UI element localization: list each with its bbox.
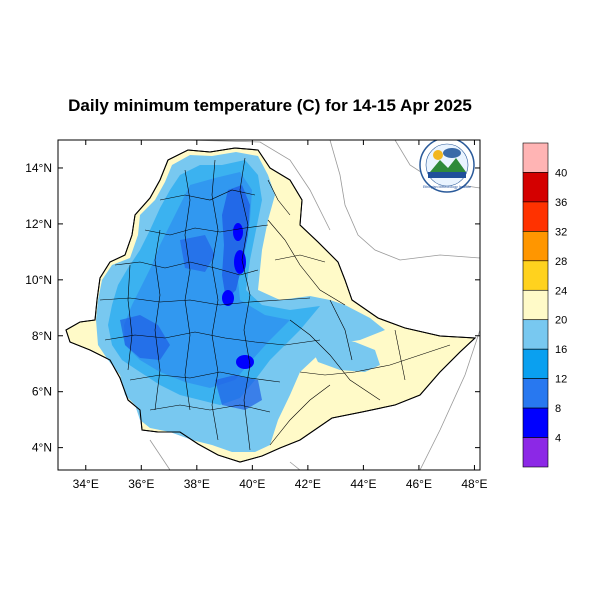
colorbar-swatch — [522, 407, 549, 438]
x-tick-label: 46°E — [406, 477, 432, 491]
colorbar-swatch — [522, 172, 549, 203]
colorbar-label: 12 — [555, 374, 567, 386]
colorbar-label: 28 — [555, 256, 567, 268]
x-tick-label: 34°E — [73, 477, 99, 491]
somalia-coast — [419, 329, 480, 470]
colorbar-label: 20 — [555, 315, 567, 327]
colorbar-label: 4 — [555, 433, 561, 445]
colorbar-label: 8 — [555, 403, 561, 415]
region-temp-4-8-lake — [233, 223, 243, 241]
colorbar-swatch — [522, 437, 549, 468]
colorbar: 40 36 32 28 24 20 16 12 8 4 — [522, 142, 567, 468]
colorbar-swatch — [522, 260, 549, 291]
x-tick-label: 44°E — [350, 477, 376, 491]
ethiopia-outline — [65, 147, 477, 463]
colorbar-label: 16 — [555, 344, 567, 356]
region-temp-4-8-bale — [236, 355, 254, 369]
x-tick-label: 38°E — [184, 477, 210, 491]
x-tick-label: 36°E — [128, 477, 154, 491]
y-tick-label: 10°N — [25, 273, 52, 287]
colorbar-swatch — [522, 319, 549, 350]
y-tick-label: 6°N — [32, 385, 52, 399]
x-tick-label: 40°E — [239, 477, 265, 491]
colorbar-swatch — [522, 201, 549, 232]
x-tick-label: 42°E — [295, 477, 321, 491]
colorbar-swatch — [522, 348, 549, 379]
colorbar-swatch — [522, 289, 549, 321]
y-tick-label: 12°N — [25, 217, 52, 231]
y-tick-label: 4°N — [32, 441, 52, 455]
region-temp-16-20-east — [310, 338, 380, 372]
meteorology-logo: Ethiopian Meteorology Institute — [419, 140, 475, 193]
map-title: Daily minimum temperature (C) for 14-15 … — [68, 96, 472, 115]
kenya-border — [149, 439, 301, 470]
neighbor-border-eritrea — [184, 140, 331, 231]
region-temp-4-8-addis — [222, 290, 234, 306]
logo-caption: Ethiopian Meteorology Institute — [423, 185, 471, 189]
region-temp-8-12-north — [222, 185, 250, 300]
x-tick-label: 48°E — [461, 477, 487, 491]
colorbar-label: 32 — [555, 226, 567, 238]
y-tick-label: 8°N — [32, 329, 52, 343]
colorbar-swatch — [522, 231, 549, 262]
axis-ticks: 34°E 36°E 38°E 40°E 42°E 44°E 46°E 48°E 14°N 12°N… — [25, 140, 488, 491]
region-temp-4-8-highland — [234, 250, 246, 274]
plot-frame — [57, 139, 481, 471]
y-tick-label: 14°N — [25, 161, 52, 175]
colorbar-label: 36 — [555, 197, 567, 209]
colorbar-label: 24 — [555, 285, 567, 297]
coast-line — [329, 140, 480, 261]
colorbar-swatch — [522, 142, 549, 173]
colorbar-swatch — [522, 378, 549, 409]
admin-borders — [99, 157, 451, 451]
region-temp-8-12-south — [215, 375, 262, 410]
colorbar-label: 40 — [555, 167, 567, 179]
